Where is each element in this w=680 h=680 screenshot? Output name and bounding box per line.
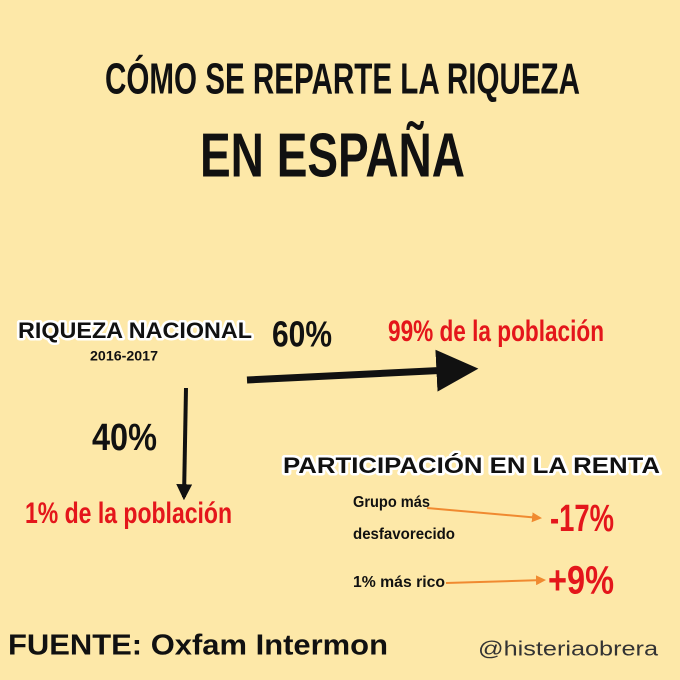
income-group: Grupo más	[353, 494, 430, 511]
income-change: -17%	[550, 498, 614, 540]
income-group: 1% más rico	[353, 574, 445, 591]
majority-share: 60%	[272, 314, 332, 355]
title-line: EN ESPAÑA	[200, 121, 465, 190]
handle: @histeriaobrera	[478, 638, 659, 660]
arrow	[445, 575, 546, 586]
wealth-period: 2016-2017	[90, 348, 158, 364]
minority-group: 1% de la población	[25, 497, 232, 530]
title-line: CÓMO SE REPARTE LA RIQUEZA	[105, 54, 580, 104]
income-group: desfavorecido	[353, 526, 455, 543]
arrow	[246, 349, 479, 392]
majority-group: 99% de la población	[388, 315, 604, 348]
minority-share: 40%	[92, 417, 157, 459]
wealth-label: RIQUEZA NACIONAL	[18, 318, 252, 343]
arrow	[176, 387, 193, 501]
income-change: +9%	[548, 559, 614, 603]
arrow	[426, 507, 542, 523]
source: FUENTE: Oxfam Intermon	[8, 630, 388, 662]
income-title: PARTICIPACIÓN EN LA RENTA	[283, 453, 660, 478]
